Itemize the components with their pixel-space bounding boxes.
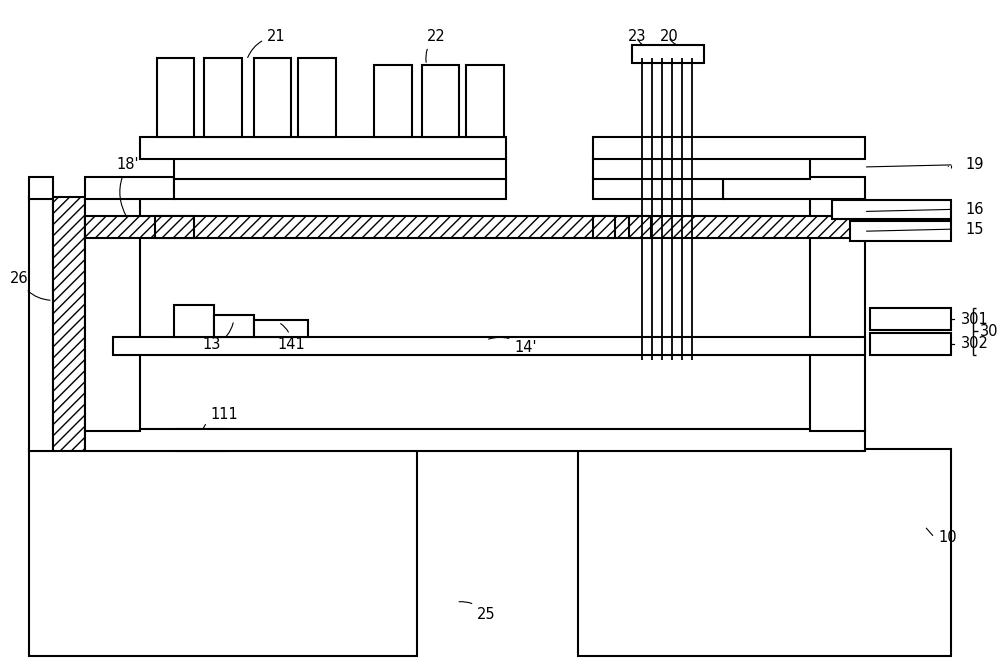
- Text: 18': 18': [117, 158, 139, 217]
- Bar: [157, 58, 194, 138]
- Bar: [53, 197, 85, 451]
- Bar: [85, 429, 865, 451]
- Bar: [832, 199, 951, 219]
- Bar: [850, 221, 951, 241]
- Bar: [214, 315, 254, 337]
- Bar: [810, 197, 865, 431]
- Bar: [422, 65, 459, 138]
- Bar: [29, 176, 53, 199]
- Bar: [85, 197, 140, 431]
- Text: 25: 25: [459, 602, 495, 623]
- Bar: [155, 216, 194, 238]
- Text: 19: 19: [966, 158, 984, 172]
- Text: 301: 301: [961, 312, 988, 327]
- Bar: [723, 176, 865, 199]
- Bar: [298, 58, 336, 138]
- Text: 23: 23: [628, 29, 647, 44]
- Text: 14': 14': [489, 338, 537, 356]
- Bar: [85, 216, 865, 238]
- Bar: [174, 305, 214, 337]
- Text: 21: 21: [248, 29, 286, 58]
- Bar: [29, 197, 53, 451]
- Bar: [177, 429, 227, 451]
- Text: 15: 15: [966, 221, 984, 237]
- Text: 30: 30: [980, 323, 999, 339]
- Bar: [870, 308, 951, 330]
- Text: 141: 141: [277, 323, 305, 352]
- Bar: [870, 333, 951, 355]
- Bar: [140, 138, 506, 159]
- Text: 20: 20: [660, 29, 678, 44]
- Bar: [254, 58, 291, 138]
- Bar: [374, 65, 412, 138]
- Bar: [254, 320, 308, 337]
- Bar: [174, 176, 506, 199]
- Text: 10: 10: [939, 530, 958, 546]
- Bar: [466, 65, 504, 138]
- Text: 26: 26: [10, 271, 50, 300]
- Bar: [593, 138, 865, 159]
- Bar: [113, 337, 865, 355]
- Bar: [629, 216, 651, 238]
- Text: 22: 22: [426, 29, 446, 62]
- Text: 16: 16: [966, 202, 984, 217]
- Text: 13: 13: [203, 323, 233, 352]
- Bar: [29, 449, 417, 656]
- Text: 111: 111: [203, 407, 238, 428]
- Bar: [593, 157, 810, 178]
- Bar: [174, 157, 506, 178]
- Bar: [632, 45, 704, 63]
- Bar: [593, 216, 615, 238]
- Bar: [204, 58, 242, 138]
- Text: 302: 302: [961, 336, 989, 352]
- Bar: [593, 176, 723, 199]
- Bar: [578, 449, 951, 656]
- Bar: [85, 176, 174, 199]
